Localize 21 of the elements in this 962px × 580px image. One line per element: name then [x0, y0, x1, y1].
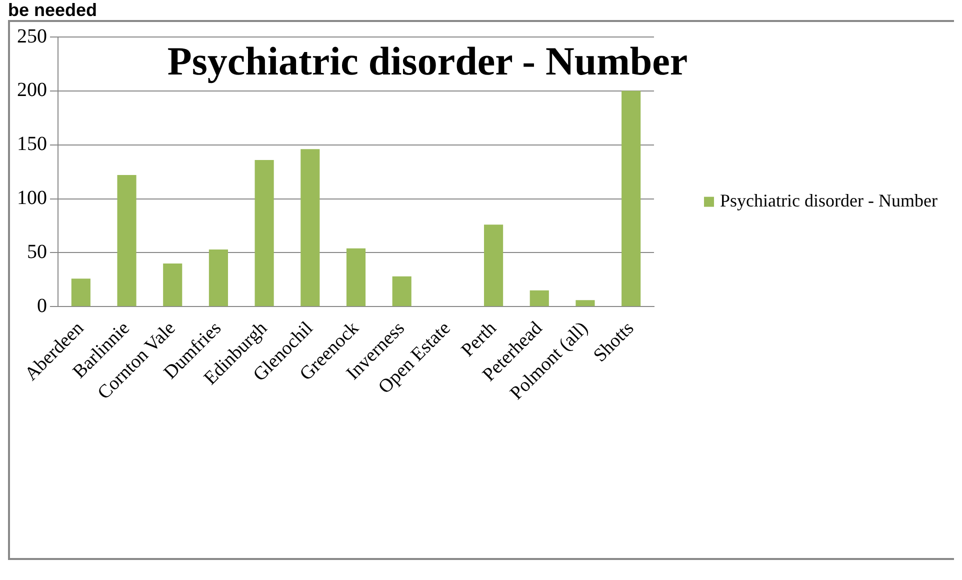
y-tick-label: 150: [17, 133, 47, 156]
y-tick-label: 0: [37, 294, 47, 317]
bar: [300, 149, 320, 306]
y-tick-label: 50: [27, 240, 47, 263]
bar: [530, 290, 549, 306]
bar: [208, 249, 228, 306]
chart-title: Psychiatric disorder - Number: [167, 38, 688, 84]
y-tick-label: 100: [17, 187, 47, 210]
bar: [622, 90, 641, 306]
bar: [484, 224, 504, 306]
text: be needed: [8, 0, 98, 20]
bar: [71, 278, 90, 306]
bar: [576, 300, 595, 306]
legend-label: Psychiatric disorder - Number: [720, 190, 938, 211]
y-tick-label: 200: [17, 79, 47, 102]
bar: [163, 263, 182, 306]
y-tick-label: 250: [17, 25, 47, 48]
bar: [392, 276, 412, 306]
bar: [346, 248, 366, 306]
bar: [254, 160, 274, 306]
bar: [117, 175, 136, 306]
